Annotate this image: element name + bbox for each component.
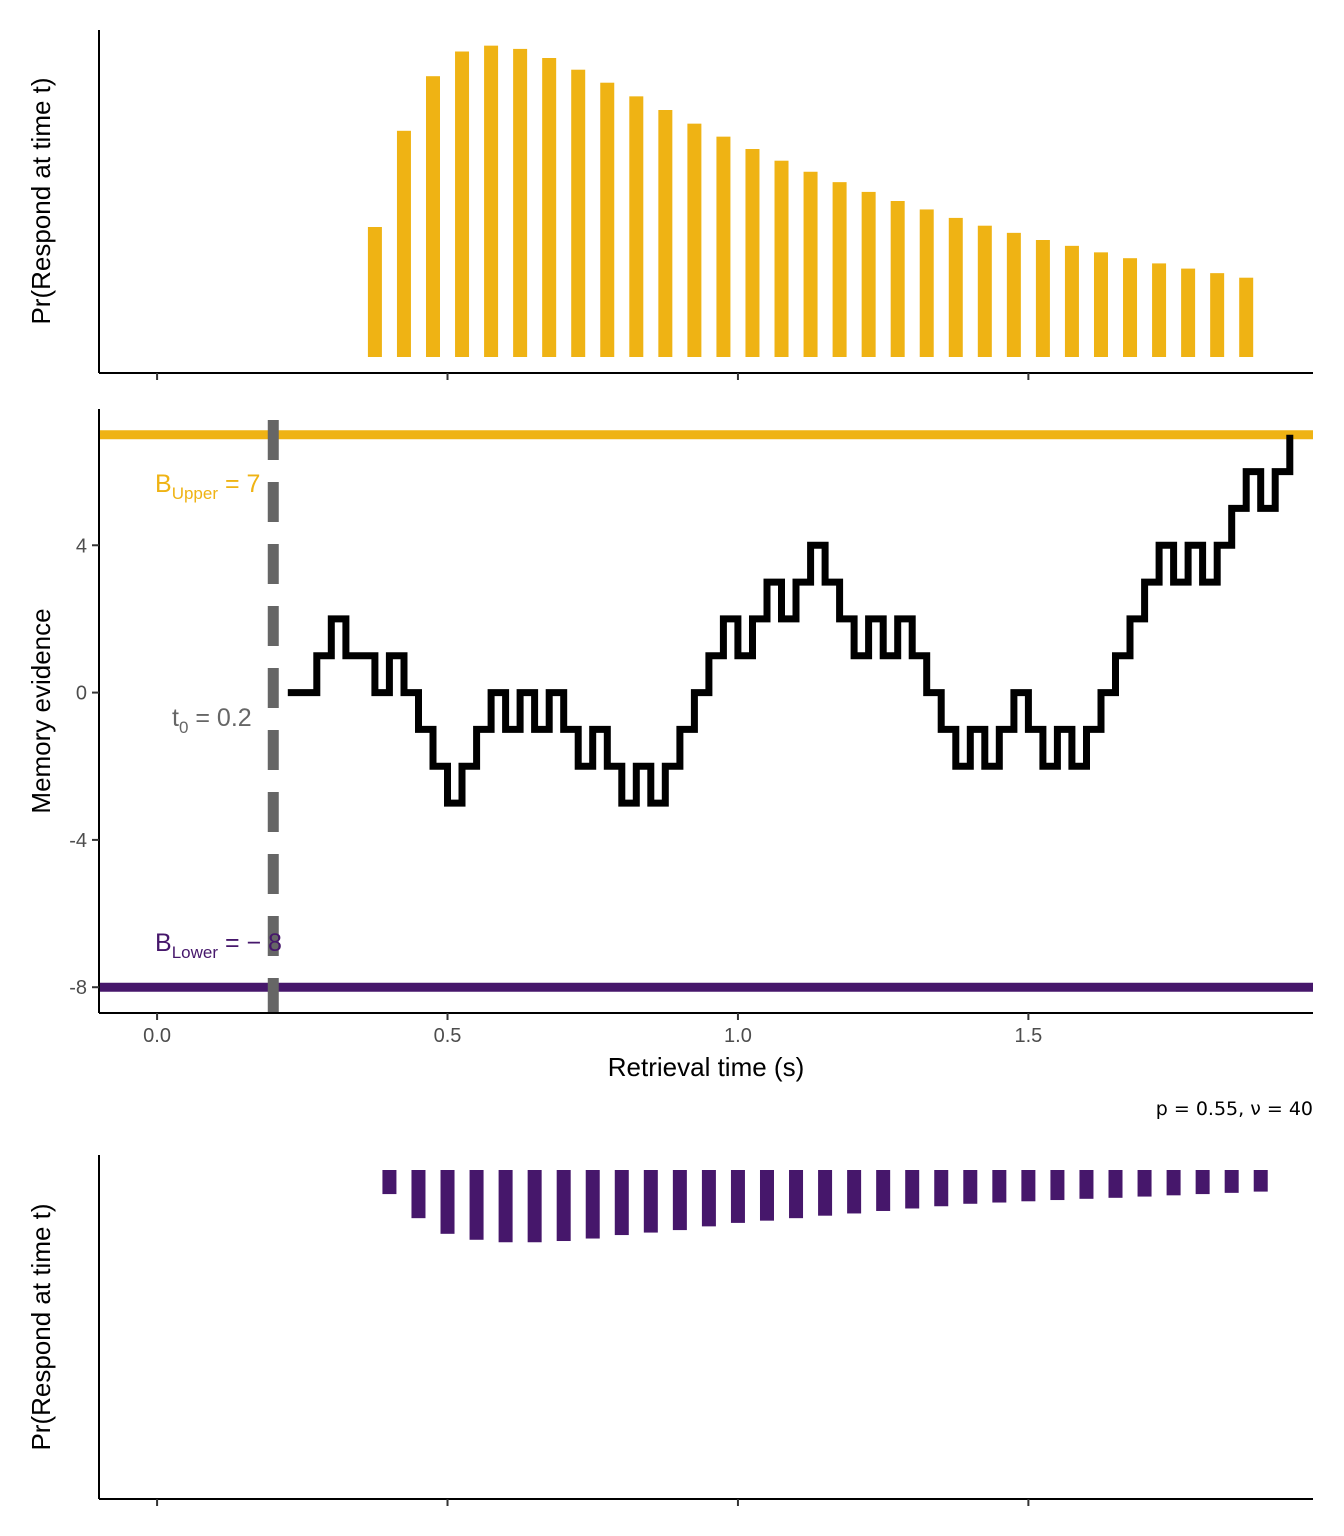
lower-bar (440, 1170, 455, 1234)
lower-bar (701, 1170, 716, 1227)
lower-y-axis-title: Pr(Respond at time t) (26, 1203, 56, 1450)
middle-x-axis-title: Retrieval time (s) (608, 1052, 804, 1082)
evidence-path (287, 434, 1294, 807)
upper-bar (890, 201, 905, 357)
y-tick-label: -8 (69, 977, 87, 999)
lower-bar (876, 1170, 891, 1211)
x-tick-label: 0.0 (143, 1025, 171, 1047)
x-tick-label: 0.5 (434, 1025, 462, 1047)
lower-bar (1050, 1170, 1065, 1201)
upper-bar (861, 191, 876, 357)
upper-bar (455, 51, 470, 357)
upper-bar (1239, 277, 1254, 357)
lower-bar (789, 1170, 804, 1219)
t0-label-sub: 0 (179, 718, 188, 737)
upper-bar (1006, 232, 1021, 357)
lower-bound-label-rest: = − 8 (218, 929, 282, 957)
lower-bar (1166, 1170, 1181, 1196)
y-tick-label: 4 (76, 535, 87, 557)
upper-bar (600, 82, 615, 357)
lower-bar (1137, 1170, 1152, 1197)
lower-bar (411, 1170, 426, 1219)
upper-bar (571, 69, 586, 357)
lower-bar (672, 1170, 687, 1231)
lower-bar (498, 1170, 513, 1243)
x-tick-label: 1.0 (724, 1025, 752, 1047)
lower-bar (1195, 1170, 1210, 1195)
upper-bar (1064, 245, 1079, 357)
lower-bar (1224, 1170, 1239, 1193)
lower-bar (556, 1170, 571, 1242)
lower-bound-label: BLower = − 8 (155, 929, 282, 962)
upper-bar (977, 225, 992, 357)
upper-bar (948, 217, 963, 357)
middle-x-ticks: 0.0 0.5 1.0 1.5 (143, 1013, 1042, 1047)
lower-bar (934, 1170, 949, 1207)
upper-bar (1181, 268, 1196, 357)
t0-label: t0 = 0.2 (172, 704, 252, 737)
t0-label-rest: = 0.2 (188, 704, 251, 732)
lower-bar (1253, 1170, 1268, 1192)
lower-bar (527, 1170, 542, 1243)
lower-bar (643, 1170, 658, 1233)
upper-bar (1152, 263, 1167, 357)
upper-panel: Pr(Respond at time t) (26, 30, 1313, 380)
lower-bars (382, 1170, 1268, 1243)
lower-bar (992, 1170, 1007, 1203)
lower-bar (1108, 1170, 1123, 1198)
lower-bar (905, 1170, 920, 1209)
upper-bar (1093, 252, 1108, 357)
x-tick-label: 1.5 (1014, 1025, 1042, 1047)
upper-bar (1123, 258, 1138, 357)
lower-bar (614, 1170, 629, 1236)
upper-bar (803, 171, 818, 357)
upper-y-axis-title: Pr(Respond at time t) (26, 77, 56, 324)
middle-panel: BUpper = 7 BLower = − 8 t0 = 0.2 -8-404 … (26, 409, 1313, 1082)
upper-bar (367, 227, 382, 357)
lower-bar (759, 1170, 774, 1221)
upper-bar (774, 160, 789, 357)
upper-bar (716, 136, 731, 357)
lower-bound-label-base: B (155, 929, 172, 957)
upper-bar (542, 58, 557, 357)
upper-bar (658, 110, 673, 357)
upper-bound-label: BUpper = 7 (155, 470, 260, 503)
lower-bar (585, 1170, 600, 1239)
parameter-caption: p = 0.55, ν = 40 (1156, 1098, 1313, 1120)
upper-bar (396, 130, 411, 357)
middle-y-ticks: -8 -4 0 4 (69, 535, 99, 999)
upper-bar (425, 76, 440, 357)
upper-bars (367, 45, 1254, 358)
upper-bar (832, 182, 847, 357)
lower-bar (818, 1170, 833, 1216)
upper-bar (919, 209, 934, 357)
lower-bar (382, 1170, 397, 1195)
upper-bar (629, 96, 644, 357)
lower-bar (1079, 1170, 1094, 1199)
upper-bound-label-rest: = 7 (218, 470, 260, 498)
lower-x-ticks (156, 1499, 1030, 1506)
lower-panel: Pr(Respond at time t) (26, 1155, 1313, 1506)
upper-x-ticks (156, 373, 1030, 380)
upper-bar (1035, 240, 1050, 357)
upper-bound-label-base: B (155, 470, 172, 498)
upper-bar (745, 149, 760, 357)
lower-bar (730, 1170, 745, 1223)
upper-bar (1210, 273, 1225, 357)
lower-bar (963, 1170, 978, 1204)
upper-bar (484, 45, 499, 358)
lower-bar (469, 1170, 484, 1240)
y-tick-label: 0 (76, 683, 87, 705)
upper-bar (513, 48, 528, 358)
middle-y-axis-title: Memory evidence (26, 608, 56, 813)
lower-bar (1021, 1170, 1036, 1202)
y-tick-label: -4 (69, 830, 87, 852)
t0-label-base: t (172, 704, 179, 732)
lower-bound-label-sub: Lower (172, 943, 219, 962)
lower-bar (847, 1170, 862, 1214)
upper-bound-label-sub: Upper (172, 484, 219, 503)
upper-bar (687, 123, 702, 358)
